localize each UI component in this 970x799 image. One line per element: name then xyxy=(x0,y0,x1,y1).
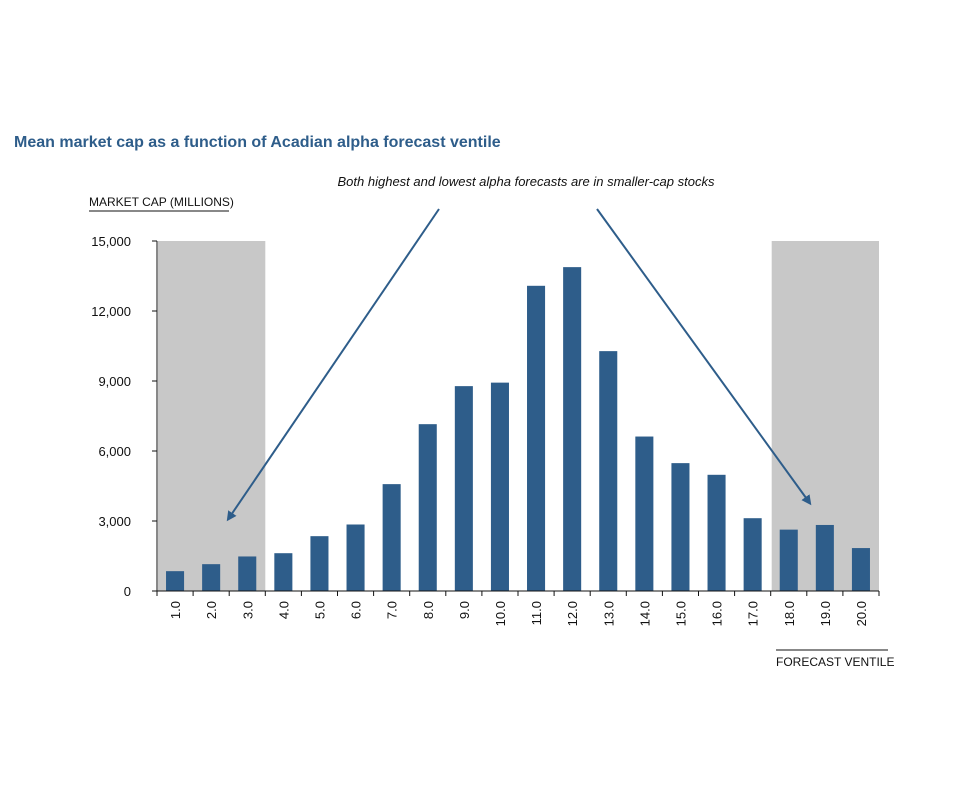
y-tick-label: 9,000 xyxy=(98,374,131,389)
x-tick-label: 5.0 xyxy=(312,601,327,619)
x-tick-label: 1.0 xyxy=(168,601,183,619)
x-tick-label: 19.0 xyxy=(818,601,833,626)
bar xyxy=(382,484,401,591)
x-tick-label: 14.0 xyxy=(637,601,652,626)
y-tick-label: 3,000 xyxy=(98,514,131,529)
bar xyxy=(671,463,690,591)
chart-annotation: Both highest and lowest alpha forecasts … xyxy=(338,174,715,189)
bar xyxy=(418,424,437,591)
bar xyxy=(635,436,654,591)
x-tick-label: 2.0 xyxy=(204,601,219,619)
bar xyxy=(166,571,185,591)
y-tick-label: 6,000 xyxy=(98,444,131,459)
x-tick-label: 10.0 xyxy=(493,601,508,626)
shaded-region xyxy=(158,241,266,591)
y-ticks: 0 3,000 6,000 9,000 12,000 15,000 xyxy=(91,234,157,599)
x-tick-label: 9.0 xyxy=(457,601,472,619)
x-tick-label: 16.0 xyxy=(710,601,725,626)
x-tick-label: 4.0 xyxy=(276,601,291,619)
x-tick-label: 7.0 xyxy=(385,601,400,619)
y-tick-label: 0 xyxy=(124,584,131,599)
bar xyxy=(815,524,834,591)
bars xyxy=(166,267,870,591)
bar xyxy=(310,536,329,591)
bar xyxy=(274,553,293,591)
x-tick-label: 18.0 xyxy=(782,601,797,626)
x-tick-label: 20.0 xyxy=(854,601,869,626)
x-tick-label: 12.0 xyxy=(565,601,580,626)
x-ticks: 1.0 2.0 3.0 4.0 5.0 6.0 7.0 8.0 9.0 10.0 11.0 12.0 1… xyxy=(156,591,880,626)
bar xyxy=(202,564,221,591)
x-tick-label: 17.0 xyxy=(746,601,761,626)
x-tick-label: 15.0 xyxy=(673,601,688,626)
bar xyxy=(454,386,473,591)
bar xyxy=(851,548,870,591)
x-tick-label: 3.0 xyxy=(240,601,255,619)
arrow-right xyxy=(596,208,812,506)
bar xyxy=(563,267,582,591)
chart-title: Mean market cap as a function of Acadian… xyxy=(14,134,501,151)
y-axis-label: MARKET CAP (MILLIONS) xyxy=(89,195,234,209)
x-tick-label: 11.0 xyxy=(529,601,544,625)
bar xyxy=(490,382,509,591)
shaded-regions xyxy=(158,241,879,591)
x-tick-label: 8.0 xyxy=(421,601,436,619)
x-tick-label: 13.0 xyxy=(601,601,616,626)
bar xyxy=(527,285,546,591)
bar xyxy=(779,529,798,591)
x-axis-label: FORECAST VENTILE xyxy=(776,655,894,669)
x-tick-label: 6.0 xyxy=(349,601,364,619)
bar xyxy=(346,524,365,591)
bar xyxy=(238,556,257,591)
y-tick-label: 15,000 xyxy=(91,234,131,249)
bar xyxy=(743,518,762,591)
arrow-left xyxy=(226,208,440,522)
y-tick-label: 12,000 xyxy=(91,304,131,319)
bar xyxy=(707,474,726,591)
bar xyxy=(599,351,618,591)
